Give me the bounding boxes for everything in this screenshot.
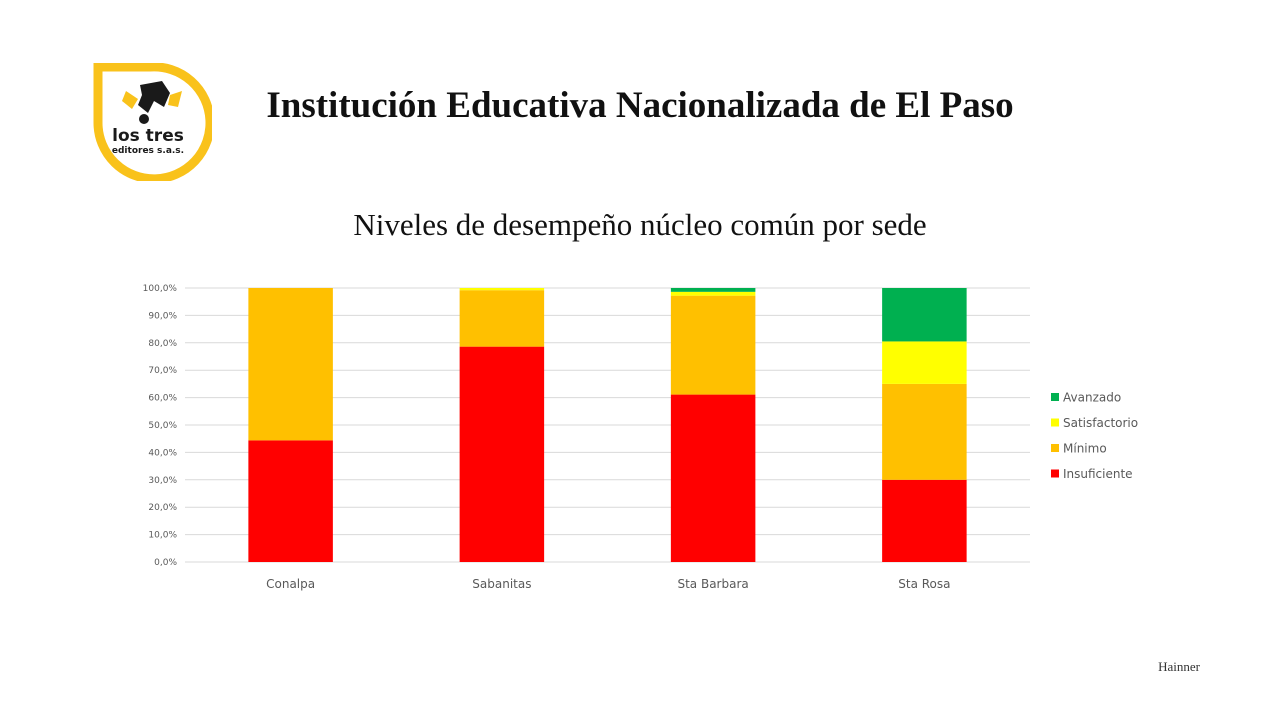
y-tick-label: 60,0% [148,394,177,404]
bar-segment-mínimo [248,288,333,441]
y-tick-label: 30,0% [148,476,177,486]
y-tick-label: 10,0% [148,531,177,541]
y-tick-label: 70,0% [148,366,177,376]
company-logo: los tres editores s.a.s. [93,63,212,181]
bar-segment-insuficiente [882,479,967,562]
legend-swatch [1051,469,1059,478]
bar-segment-mínimo [882,383,967,480]
x-category-label: Sta Barbara [677,577,748,591]
y-tick-label: 90,0% [148,311,177,321]
bar-segment-mínimo [670,295,756,395]
legend-swatch [1051,393,1059,401]
legend-swatch [1051,418,1059,427]
y-tick-label: 80,0% [148,339,177,349]
y-tick-label: 50,0% [148,421,177,431]
x-category-label: Sta Rosa [898,577,950,591]
bar-segment-insuficiente [248,440,333,562]
bar-segment-avanzado [882,288,967,342]
y-tick-label: 20,0% [148,503,177,513]
bar-segment-satisfactorio [459,288,545,291]
slide-title: Institución Educativa Nacionalizada de E… [266,85,1014,126]
y-tick-label: 100,0% [143,284,178,294]
chart-subtitle: Niveles de desempeño núcleo común por se… [353,207,927,242]
legend-swatch [1051,444,1059,452]
logo-text-line1: los tres [112,126,184,146]
legend-label: Insuficiente [1063,467,1133,481]
legend-label: Avanzado [1063,391,1121,405]
ink-splash-icon [122,81,182,124]
y-tick-label: 40,0% [148,448,177,458]
footer-author: Hainner [1158,659,1200,674]
bar-segment-insuficiente [459,346,545,562]
y-tick-label: 0,0% [154,558,177,568]
legend-label: Satisfactorio [1063,416,1138,430]
bar-segment-satisfactorio [670,291,756,296]
bar-segment-insuficiente [670,394,756,562]
bar-segment-satisfactorio [882,341,967,384]
bar-segment-avanzado [670,288,756,292]
logo-text-line2: editores s.a.s. [112,146,184,156]
bar-segment-mínimo [459,290,545,347]
legend-label: Mínimo [1063,442,1107,456]
x-category-label: Conalpa [266,577,315,591]
x-category-label: Sabanitas [472,577,531,591]
